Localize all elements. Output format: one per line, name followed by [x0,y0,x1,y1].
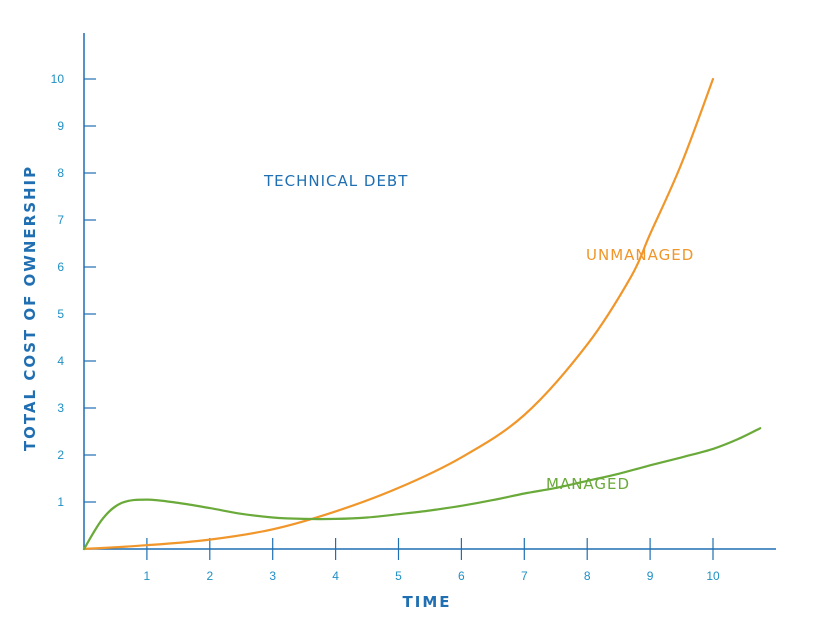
y-tick-label: 5 [57,307,64,321]
y-tick-label: 2 [57,448,64,462]
annotation-technical-debt: TECHNICAL DEBT [263,172,408,190]
x-axis-title: TIME [403,593,452,611]
axes [83,33,776,550]
x-tick-label: 7 [521,569,528,583]
x-tick-label: 3 [269,569,276,583]
y-tick-label: 1 [57,495,64,509]
series-line-managed [82,427,762,551]
y-tick-label: 9 [57,119,64,133]
annotation-managed: MANAGED [546,475,630,493]
series-line-unmanaged [82,77,715,551]
y-tick-label: 7 [57,213,64,227]
x-tick-label: 9 [647,569,654,583]
x-tick-label: 2 [206,569,213,583]
x-tick-label: 4 [332,569,339,583]
annotation-unmanaged: UNMANAGED [586,246,694,264]
x-tick-label: 10 [706,569,720,583]
y-tick-label: 3 [57,401,64,415]
x-tick-label: 8 [584,569,591,583]
y-tick-label: 6 [57,260,64,274]
y-tick-label: 8 [57,166,64,180]
x-tick-label: 6 [458,569,465,583]
x-tick-label: 5 [395,569,402,583]
y-tick-label: 10 [51,72,65,86]
y-axis-title: TOTAL COST OF OWNERSHIP [21,165,39,451]
y-tick-label: 4 [57,354,64,368]
x-tick-label: 1 [144,569,151,583]
